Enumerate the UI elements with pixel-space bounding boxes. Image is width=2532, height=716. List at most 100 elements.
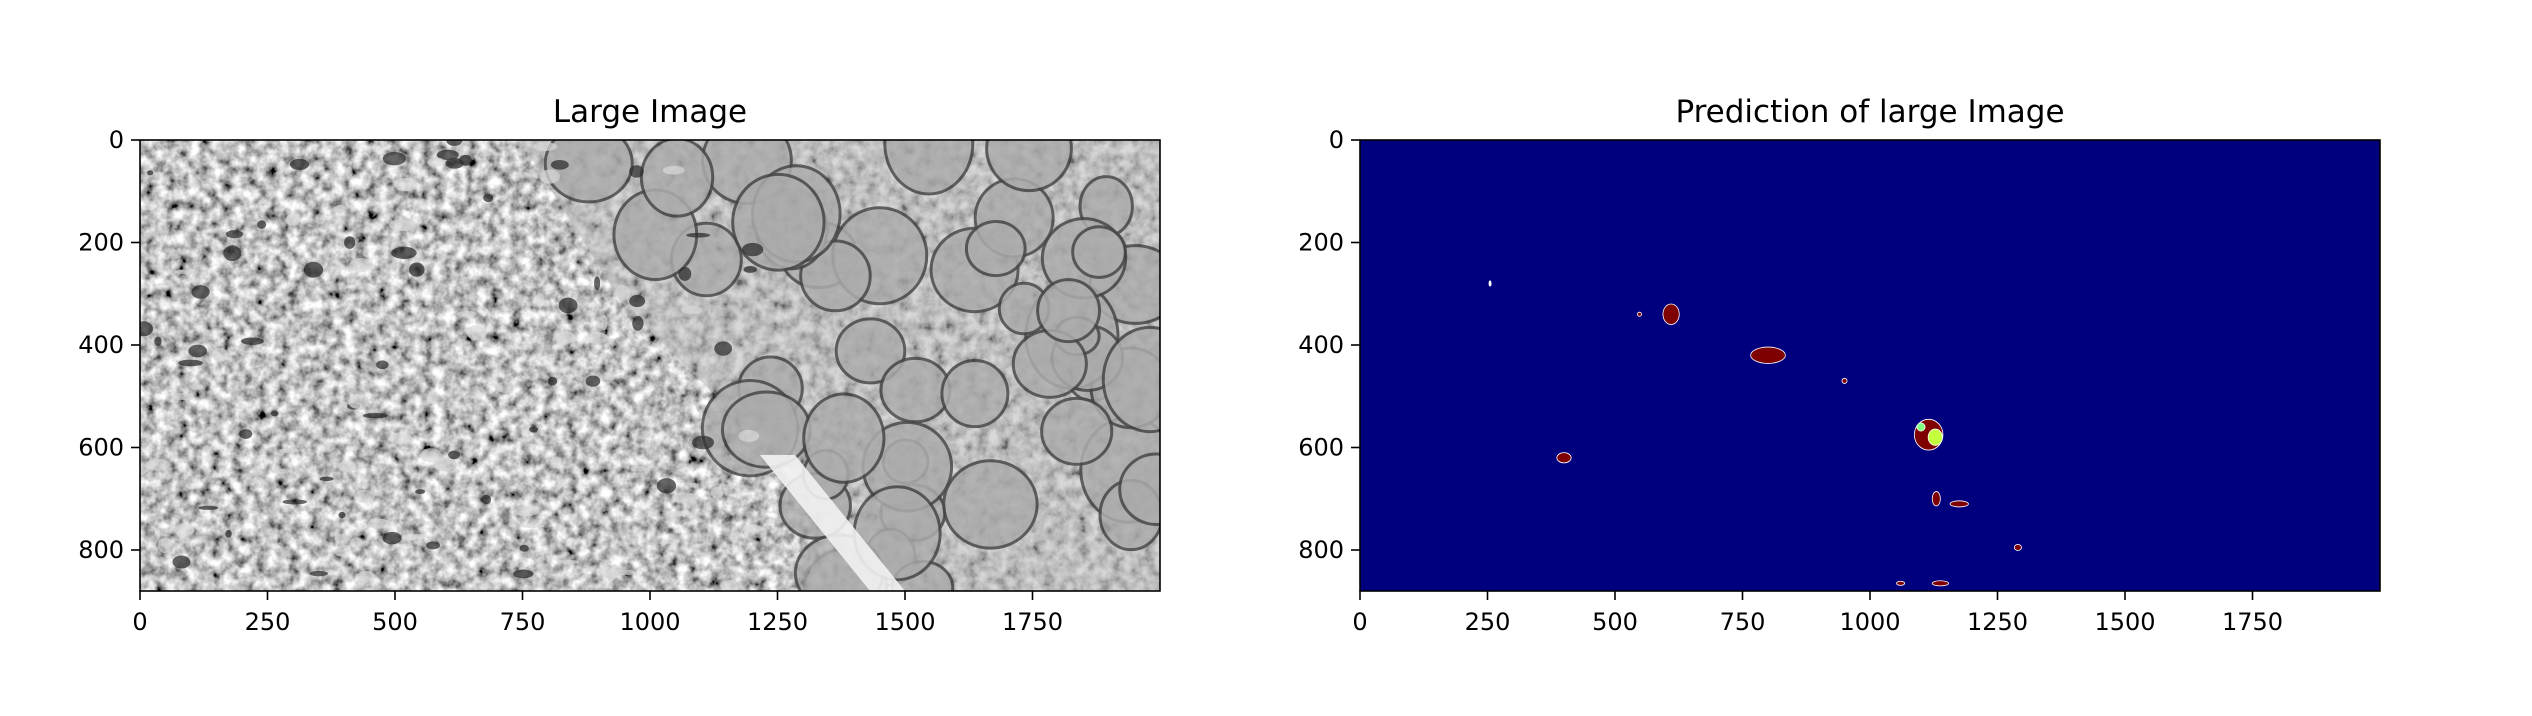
tissue-fragment (332, 263, 345, 271)
tissue-fragment (427, 157, 445, 167)
tissue-fragment (678, 266, 692, 281)
tissue-fragment (467, 325, 486, 341)
tissue-fragment (391, 246, 417, 260)
tissue-fragment (212, 347, 228, 362)
cell-nucleus (1040, 396, 1114, 466)
tissue-fragment (513, 569, 534, 579)
x-tick-label: 250 (245, 608, 291, 636)
x-tick-label: 1750 (2222, 608, 2283, 636)
tissue-fragment (270, 410, 279, 417)
tissue-fragment (223, 245, 242, 262)
tissue-fragment (743, 265, 757, 273)
tissue-fragment (345, 166, 353, 179)
tissue-fragment (529, 426, 539, 433)
x-tick-label: 0 (132, 608, 147, 636)
tissue-fragment (436, 149, 459, 161)
x-tick-label: 500 (372, 608, 418, 636)
tissue-fragment (349, 257, 372, 273)
tissue-fragment (354, 489, 376, 503)
tissue-fragment (154, 336, 162, 347)
prediction-blob (1556, 452, 1572, 464)
tissue-fragment (730, 526, 739, 542)
tissue-fragment (436, 249, 447, 264)
x-tick-label: 1250 (747, 608, 808, 636)
tissue-fragment (402, 533, 425, 540)
prediction-blob (1750, 346, 1786, 364)
cell-nucleus (1071, 225, 1127, 279)
tissue-fragment (539, 169, 561, 184)
tissue-fragment (614, 569, 636, 576)
tissue-fragment (367, 518, 391, 529)
large-image-axes: 0 250 500 750 1000 1250 1500 1750 0 200 400 600 800 (78, 126, 1063, 636)
x-tick-label: 0 (1352, 608, 1367, 636)
prediction-blob (1931, 491, 1941, 507)
tissue-fragment (415, 489, 426, 495)
tissue-fragment (600, 314, 608, 331)
tissue-fragment (145, 458, 170, 471)
tissue-fragment (282, 499, 307, 505)
prediction-blob (1916, 422, 1926, 432)
tissue-fragment (585, 332, 609, 344)
tissue-fragment (239, 429, 253, 440)
tissue-fragment (532, 142, 558, 151)
x-tick-label: 1750 (1002, 608, 1063, 636)
cell-nucleus (940, 358, 1010, 429)
tissue-fragment (333, 205, 348, 214)
cell-nucleus (543, 140, 634, 204)
tissue-fragment (388, 219, 414, 232)
tissue-fragment (669, 511, 687, 517)
tissue-fragment (348, 376, 356, 389)
y-tick-label: 800 (1298, 536, 1344, 564)
tissue-fragment (585, 375, 601, 387)
y-tick-label: 600 (1298, 434, 1344, 462)
tissue-fragment (173, 392, 194, 401)
tissue-fragment (202, 445, 214, 451)
tissue-fragment (173, 523, 195, 536)
tissue-fragment (686, 232, 711, 238)
tissue-fragment (189, 384, 204, 390)
tissue-fragment (225, 230, 244, 239)
prediction-axes: 0 250 500 750 1000 1250 1500 1750 0 200 400 600 800 (1298, 126, 2283, 636)
x-tick-label: 1500 (2094, 608, 2155, 636)
cell-nucleus (639, 140, 715, 218)
tissue-fragment (519, 523, 545, 529)
tissue-fragment (382, 531, 402, 545)
tissue-fragment (309, 570, 328, 577)
prediction-blob (1927, 428, 1943, 446)
cell-nucleus (985, 140, 1073, 193)
y-tick-label: 0 (1329, 126, 1344, 154)
prediction-blob (2013, 543, 2022, 551)
tissue-fragment (408, 262, 425, 277)
tissue-fragment (720, 580, 742, 591)
panel-title: Large Image (553, 94, 747, 130)
tissue-fragment (632, 315, 644, 331)
tissue-fragment (594, 276, 601, 291)
tissue-fragment (303, 261, 324, 278)
tissue-fragment (191, 285, 210, 299)
prediction-blob (1896, 580, 1906, 586)
tissue-fragment (481, 494, 492, 505)
tissue-fragment (382, 151, 406, 166)
tissue-fragment (555, 331, 576, 344)
cell-nucleus (802, 392, 886, 484)
prediction-blob (1931, 580, 1949, 587)
prediction-panel: Prediction of large Image 0 250 500 750 1000… (1298, 94, 2381, 636)
cell-nucleus (1036, 278, 1102, 344)
tissue-fragment (376, 360, 389, 370)
tissue-fragment (225, 529, 232, 538)
x-tick-label: 1000 (1839, 608, 1900, 636)
y-tick-label: 600 (78, 434, 124, 462)
tissue-fragment (188, 344, 207, 358)
x-tick-label: 750 (500, 608, 546, 636)
tissue-fragment (338, 511, 346, 519)
prediction-blob (1637, 311, 1642, 317)
tissue-fragment (630, 466, 648, 472)
tissue-fragment (656, 478, 677, 494)
cell-nucleus (879, 356, 952, 424)
tissue-fragment (741, 242, 764, 257)
tissue-fragment (432, 457, 457, 471)
tissue-fragment (681, 305, 703, 314)
cell-nucleus (883, 140, 975, 196)
panel-title: Prediction of large Image (1675, 94, 2064, 130)
